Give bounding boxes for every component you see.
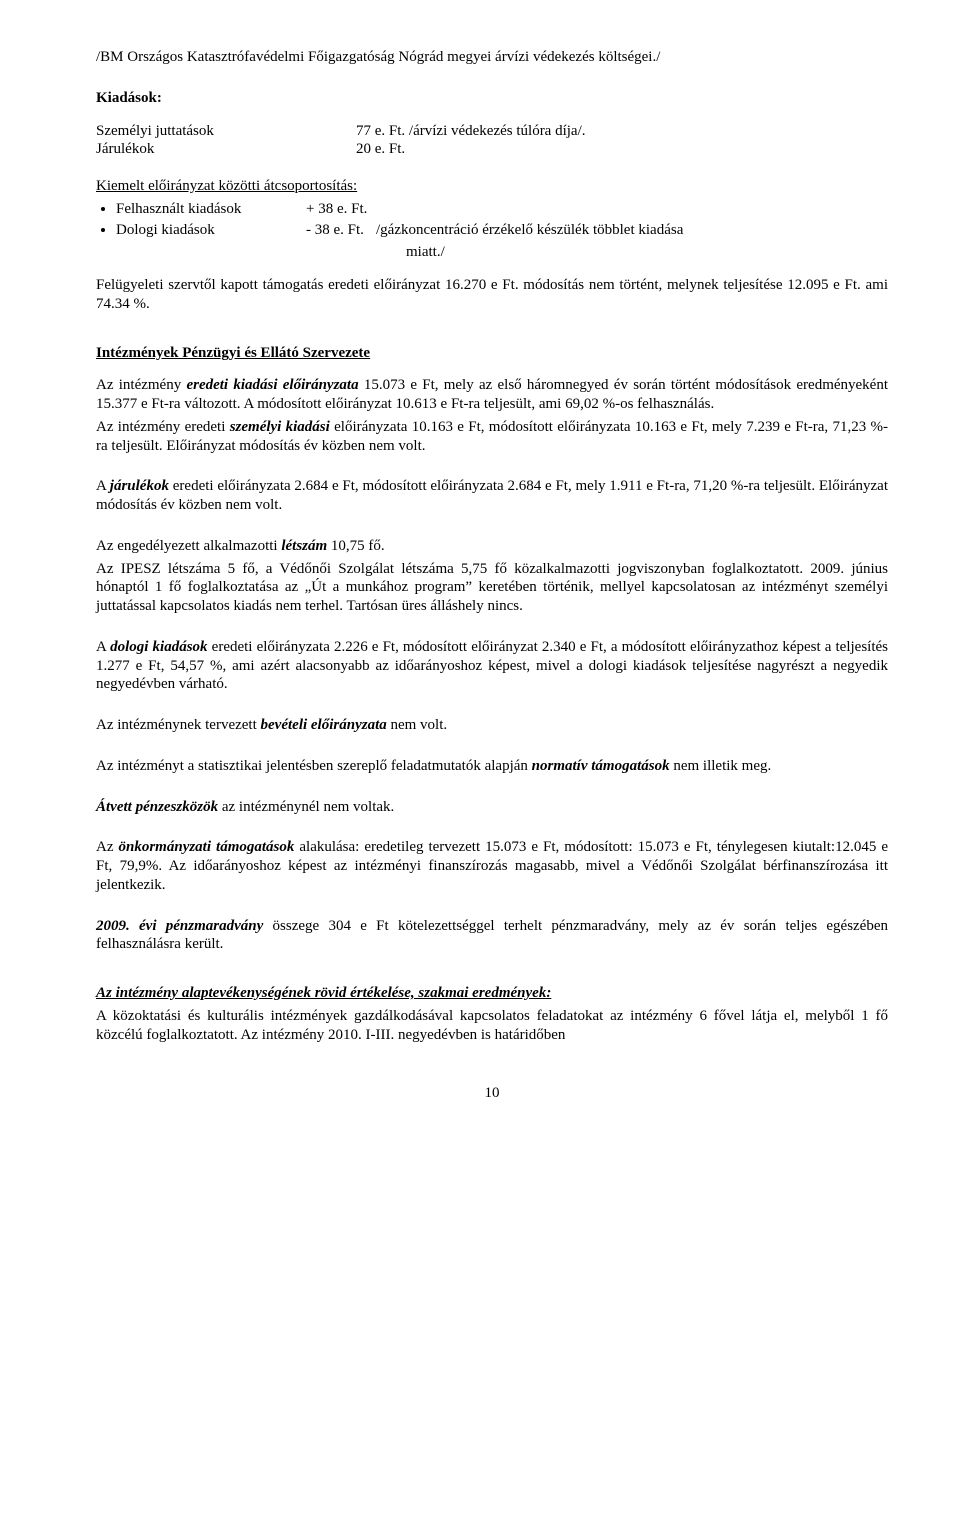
kiadasok-heading: Kiadások: xyxy=(96,89,888,108)
text: Az xyxy=(96,839,119,855)
paragraph: 2009. évi pénzmaradvány összege 304 e Ft… xyxy=(96,917,888,955)
text: Az intézménynek tervezett xyxy=(96,717,261,733)
paragraph: Az IPESZ létszáma 5 fő, a Védőnői Szolgá… xyxy=(96,560,888,616)
text: A xyxy=(96,639,110,655)
paragraph: Az önkormányzati támogatások alakulása: … xyxy=(96,838,888,894)
paragraph: Az intézmény eredeti személyi kiadási el… xyxy=(96,418,888,456)
text: Az engedélyezett alkalmazotti xyxy=(96,538,281,554)
li-value: + 38 e. Ft. xyxy=(306,200,376,219)
li-extra: /gázkoncentráció érzékelő készülék többl… xyxy=(376,221,888,240)
paragraph: Az intézménynek tervezett bevételi előir… xyxy=(96,716,888,735)
li-extra-line2: miatt./ xyxy=(96,243,888,262)
kv-label: Személyi juttatások xyxy=(96,122,356,141)
closing-paragraph: A közoktatási és kulturális intézmények … xyxy=(96,1007,888,1045)
text-emph: járulékok xyxy=(110,478,169,494)
text: az intézménynél nem voltak. xyxy=(218,799,394,815)
text: Az intézményt a statisztikai jelentésben… xyxy=(96,758,532,774)
heading-intezmenyek: Intézmények Pénzügyi és Ellátó Szervezet… xyxy=(96,344,888,363)
text: eredeti előirányzata 2.684 e Ft, módosít… xyxy=(96,478,888,513)
text-emph: létszám xyxy=(281,538,327,554)
paragraph-felugyeleti: Felügyeleti szervtől kapott támogatás er… xyxy=(96,276,888,314)
text-emph: 2009. évi pénzmaradvány xyxy=(96,918,263,934)
paragraph: Az intézményt a statisztikai jelentésben… xyxy=(96,757,888,776)
text-emph: eredeti kiadási előirányzata xyxy=(186,377,358,393)
paragraph: A járulékok eredeti előirányzata 2.684 e… xyxy=(96,477,888,515)
text-emph: önkormányzati támogatások xyxy=(119,839,295,855)
li-value: - 38 e. Ft. xyxy=(306,221,376,240)
kv-value: 77 e. Ft. /árvízi védekezés túlóra díja/… xyxy=(356,122,586,141)
bullet-list: Felhasznált kiadások + 38 e. Ft. Dologi … xyxy=(116,200,888,240)
kv-row-jarulekok: Járulékok 20 e. Ft. xyxy=(96,140,888,159)
paragraph: Az intézmény eredeti kiadási előirányzat… xyxy=(96,376,888,414)
list-item: Felhasznált kiadások + 38 e. Ft. xyxy=(116,200,888,219)
text: Az intézmény xyxy=(96,377,186,393)
text-emph: bevételi előirányzata xyxy=(261,717,387,733)
text: 10,75 fő. xyxy=(327,538,385,554)
paragraph: Az engedélyezett alkalmazotti létszám 10… xyxy=(96,537,888,556)
li-label: Dologi kiadások xyxy=(116,221,306,240)
text-emph: dologi kiadások xyxy=(110,639,207,655)
text: nem volt. xyxy=(387,717,447,733)
kv-row-szemelyi: Személyi juttatások 77 e. Ft. /árvízi vé… xyxy=(96,122,888,141)
text: nem illetik meg. xyxy=(670,758,772,774)
list-item: Dologi kiadások - 38 e. Ft. /gázkoncentr… xyxy=(116,221,888,240)
text-emph: személyi kiadási xyxy=(230,419,330,435)
li-label: Felhasznált kiadások xyxy=(116,200,306,219)
kv-value: 20 e. Ft. xyxy=(356,140,405,159)
text-emph: Átvett pénzeszközök xyxy=(96,799,218,815)
text: Az intézmény eredeti xyxy=(96,419,230,435)
text-emph: normatív támogatások xyxy=(532,758,670,774)
paragraph: Átvett pénzeszközök az intézménynél nem … xyxy=(96,798,888,817)
closing-heading: Az intézmény alaptevékenységének rövid é… xyxy=(96,984,888,1003)
title-line: /BM Országos Katasztrófavédelmi Főigazga… xyxy=(96,48,888,67)
paragraph: A dologi kiadások eredeti előirányzata 2… xyxy=(96,638,888,694)
text: eredeti előirányzata 2.226 e Ft, módosít… xyxy=(96,639,888,693)
kv-label: Járulékok xyxy=(96,140,356,159)
page-number: 10 xyxy=(96,1084,888,1103)
text: A xyxy=(96,478,110,494)
section-heading-atcsoport: Kiemelt előirányzat közötti átcsoportosí… xyxy=(96,177,888,196)
